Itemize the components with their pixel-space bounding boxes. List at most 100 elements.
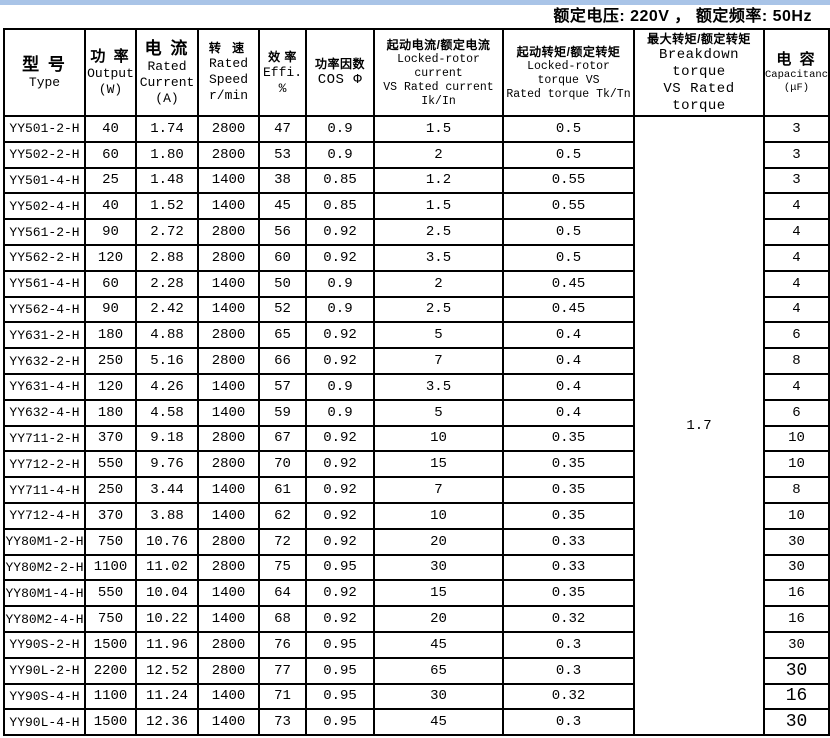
cell-efficiency: 65 xyxy=(258,321,307,350)
cell-capacitance: 3 xyxy=(763,166,830,195)
cell-speed: 1400 xyxy=(197,192,260,221)
header-cap-unit: (μF) xyxy=(783,81,810,94)
cell-cos: 0.9 xyxy=(305,372,375,401)
cell-type: YY631-2-H xyxy=(3,321,86,350)
cell-output: 370 xyxy=(84,424,137,453)
cell-current: 12.52 xyxy=(135,656,199,685)
cell-efficiency: 62 xyxy=(258,501,307,530)
cell-efficiency: 56 xyxy=(258,218,307,246)
cell-locked-rotor-torque: 0.3 xyxy=(502,630,635,659)
header-current-cn: 电 流 xyxy=(144,38,190,58)
cell-locked-rotor-torque: 0.45 xyxy=(502,269,635,298)
cell-locked-rotor-torque: 0.35 xyxy=(502,501,635,530)
col-header-capacitance: 电 容 Capacitance (μF) xyxy=(763,28,830,117)
table-row: YY90L-4-H 1500 12.36 1400 73 0.95 45 0.3 30 xyxy=(3,708,830,737)
cell-locked-rotor-torque: 0.5 xyxy=(502,218,635,246)
rating-note: 额定电压: 220V ， 额定频率: 50Hz xyxy=(0,5,830,28)
cell-current: 11.96 xyxy=(135,630,199,659)
cell-locked-rotor-current: 5 xyxy=(373,398,504,427)
cell-locked-rotor-torque: 0.5 xyxy=(502,140,635,169)
col-header-locked-rotor-torque: 起动转矩/额定转矩 Locked-rotor torque VS Rated t… xyxy=(502,28,635,117)
cell-cos: 0.9 xyxy=(305,269,375,298)
header-lr-current-en2: VS Rated current Ik/In xyxy=(383,80,494,108)
header-current-en1: Rated xyxy=(147,58,187,74)
cell-cos: 0.9 xyxy=(305,295,375,324)
table-row: YY711-2-H 370 9.18 2800 67 0.92 10 0.35 10 xyxy=(3,424,830,453)
cell-locked-rotor-torque: 0.4 xyxy=(502,321,635,350)
cell-output: 25 xyxy=(84,166,137,195)
cell-current: 2.88 xyxy=(135,243,199,272)
cell-type: YY711-2-H xyxy=(3,424,86,453)
cell-efficiency: 45 xyxy=(258,192,307,221)
cell-locked-rotor-torque: 0.45 xyxy=(502,295,635,324)
cell-type: YY80M1-2-H xyxy=(3,527,86,556)
cell-capacitance: 6 xyxy=(763,398,830,427)
cell-capacitance: 10 xyxy=(763,424,830,453)
cell-locked-rotor-current: 45 xyxy=(373,630,504,659)
cell-locked-rotor-torque: 0.55 xyxy=(502,166,635,195)
cell-cos: 0.95 xyxy=(305,630,375,659)
cell-type: YY562-4-H xyxy=(3,295,86,324)
cell-type: YY502-4-H xyxy=(3,192,86,221)
cell-output: 370 xyxy=(84,501,137,530)
cell-output: 1500 xyxy=(84,630,137,659)
cell-current: 4.88 xyxy=(135,321,199,350)
cell-speed: 1400 xyxy=(197,579,260,608)
cell-capacitance: 4 xyxy=(763,218,830,246)
header-lr-current-en1: Locked-rotor current xyxy=(397,52,480,80)
cell-current: 10.76 xyxy=(135,527,199,556)
cell-capacitance: 16 xyxy=(763,605,830,633)
cell-cos: 0.92 xyxy=(305,476,375,504)
cell-current: 1.80 xyxy=(135,140,199,169)
cell-cos: 0.95 xyxy=(305,682,375,711)
cell-efficiency: 66 xyxy=(258,347,307,375)
cell-efficiency: 67 xyxy=(258,424,307,453)
header-speed-unit: r/min xyxy=(208,88,248,103)
cell-current: 2.28 xyxy=(135,269,199,298)
cell-locked-rotor-current: 30 xyxy=(373,682,504,711)
header-cos-en: COS Φ xyxy=(317,72,363,88)
table-row: YY90S-2-H 1500 11.96 2800 76 0.95 45 0.3 30 xyxy=(3,630,830,659)
cell-locked-rotor-current: 3.5 xyxy=(373,243,504,272)
cell-output: 40 xyxy=(84,115,137,143)
cell-current: 3.88 xyxy=(135,501,199,530)
cell-cos: 0.9 xyxy=(305,140,375,169)
cell-output: 120 xyxy=(84,243,137,272)
cell-output: 1100 xyxy=(84,682,137,711)
cell-cos: 0.92 xyxy=(305,321,375,350)
cell-locked-rotor-current: 15 xyxy=(373,579,504,608)
cell-speed: 1400 xyxy=(197,501,260,530)
header-effi-en: Effi. % xyxy=(262,64,302,96)
cell-capacitance: 16 xyxy=(763,579,830,608)
header-lr-torque-en2: Rated torque Tk/Tn xyxy=(506,87,631,101)
cell-locked-rotor-torque: 0.35 xyxy=(502,579,635,608)
cell-speed: 2800 xyxy=(197,656,260,685)
cell-efficiency: 70 xyxy=(258,450,307,479)
cell-efficiency: 71 xyxy=(258,682,307,711)
cell-efficiency: 59 xyxy=(258,398,307,427)
cell-output: 250 xyxy=(84,476,137,504)
table-row: YY711-4-H 250 3.44 1400 61 0.92 7 0.35 8 xyxy=(3,476,830,504)
table-row: YY502-4-H 40 1.52 1400 45 0.85 1.5 0.55 4 xyxy=(3,192,830,221)
cell-capacitance: 30 xyxy=(763,656,830,685)
cell-type: YY501-2-H xyxy=(3,115,86,143)
cell-efficiency: 61 xyxy=(258,476,307,504)
cell-locked-rotor-torque: 0.3 xyxy=(502,708,635,737)
cell-efficiency: 53 xyxy=(258,140,307,169)
header-lr-torque-en1: Locked-rotor torque VS xyxy=(527,59,610,87)
header-current-unit: (A) xyxy=(155,90,179,106)
cell-locked-rotor-torque: 0.4 xyxy=(502,398,635,427)
header-speed-en2: Speed xyxy=(208,72,248,87)
cell-efficiency: 72 xyxy=(258,527,307,556)
header-output-en: Output xyxy=(87,65,134,81)
cell-locked-rotor-current: 1.2 xyxy=(373,166,504,195)
cell-type: YY712-4-H xyxy=(3,501,86,530)
cell-type: YY501-4-H xyxy=(3,166,86,195)
cell-speed: 1400 xyxy=(197,166,260,195)
col-header-output: 功 率 Output (W) xyxy=(84,28,137,117)
cell-current: 1.74 xyxy=(135,115,199,143)
cell-locked-rotor-current: 65 xyxy=(373,656,504,685)
cell-cos: 0.95 xyxy=(305,656,375,685)
cell-type: YY90L-4-H xyxy=(3,708,86,737)
cell-current: 11.24 xyxy=(135,682,199,711)
